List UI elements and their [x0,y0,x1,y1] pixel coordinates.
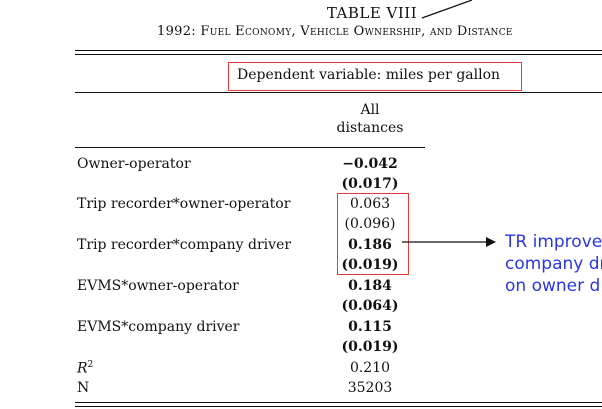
row-label-evms-owner-operator: EVMS*owner-operator [77,278,239,294]
annotation-line2: company dr [505,254,602,274]
dependent-variable-highlight [228,62,522,91]
table-number: TABLE VIII [326,4,418,22]
row-se-evms-company-driver: (0.019) [341,339,399,355]
annotation-arrow [402,237,496,247]
row-coef-evms-company-driver: 0.115 [348,319,392,335]
column-header-line1: All [360,102,380,118]
r-squared-superscript: 2 [87,360,94,370]
column-header-rule [75,147,425,148]
top-rule-1 [75,50,602,51]
row-label-tr-owner-operator: Trip recorder*owner-operator [77,196,291,212]
row-se-tr-company-driver: (0.019) [341,257,399,273]
row-label-owner-operator: Owner-operator [77,156,191,172]
bottom-rule-1 [75,402,602,403]
row-coef-tr-company-driver: 0.186 [348,237,392,253]
row-coef-tr-owner-operator: 0.063 [349,196,391,212]
row-coef-evms-owner-operator: 0.184 [348,278,392,294]
table-title: 1992: Fuel Economy, Vehicle Ownership, a… [157,24,513,39]
pointer-line [421,0,473,19]
row-coef-owner-operator: −0.042 [342,156,398,172]
column-header-line2: distances [336,120,404,136]
dependent-variable-label: Dependent variable: miles per gallon [237,67,501,83]
row-label-evms-company-driver: EVMS*company driver [77,319,240,335]
annotation-text: TR improve company dr on owner d [505,231,602,297]
n-value: 35203 [347,380,393,396]
header-rule [75,92,602,93]
row-se-evms-owner-operator: (0.064) [341,298,399,314]
column-header: All distances [320,101,420,137]
r-squared-letter: R [77,360,88,377]
row-label-tr-company-driver: Trip recorder*company driver [77,237,292,253]
top-rule-2 [75,54,602,55]
r-squared-label: R2 [77,360,93,377]
r-squared-value: 0.210 [349,360,391,376]
n-label: N [77,380,90,396]
bottom-rule-2 [75,406,602,407]
row-se-tr-owner-operator: (0.096) [344,216,396,232]
annotation-line3: on owner d [505,276,601,296]
trip-recorder-highlight [337,193,409,275]
annotation-line1: TR improve [505,232,602,252]
row-se-owner-operator: (0.017) [341,176,399,192]
